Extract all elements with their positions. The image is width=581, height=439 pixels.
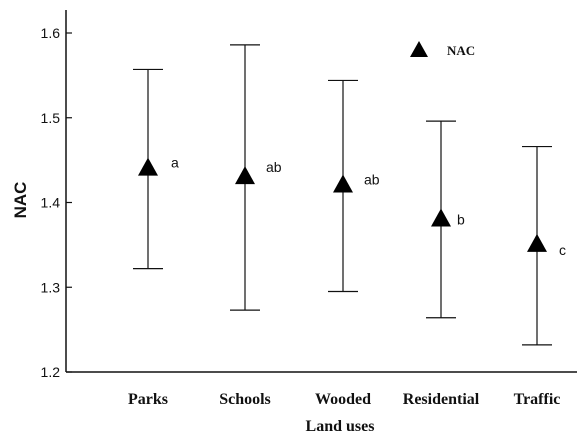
legend-label-nac: NAC	[447, 43, 475, 58]
y-tick-label: 1.5	[41, 110, 61, 126]
y-tick-label: 1.4	[41, 195, 61, 211]
data-point-group: ab	[230, 44, 282, 311]
significance-label: ab	[266, 159, 282, 175]
data-point-group: b	[426, 120, 465, 319]
y-tick-label: 1.2	[41, 364, 61, 380]
significance-label: ab	[364, 172, 380, 188]
triangle-marker	[333, 174, 353, 193]
x-category-label: Traffic	[514, 391, 561, 408]
data-point-group: c	[522, 145, 566, 346]
triangle-marker	[431, 208, 451, 227]
x-category-label: Parks	[128, 391, 168, 408]
data-point-group: a	[133, 68, 179, 270]
x-category-label: Schools	[219, 391, 271, 408]
significance-label: b	[457, 211, 465, 227]
legend-triangle-marker	[410, 41, 428, 57]
x-category-label: Residential	[403, 391, 480, 408]
y-tick-label: 1.6	[41, 25, 61, 41]
triangle-marker	[527, 233, 547, 252]
significance-label: c	[559, 242, 566, 258]
data-point-group: ab	[328, 79, 380, 293]
y-axis-ticks: 1.2 1.3 1.4 1.5 1.6	[41, 25, 72, 380]
x-axis-categories: Parks Schools Wooded Residential Traffic	[128, 391, 560, 408]
significance-label: a	[171, 155, 179, 171]
y-axis-title: NAC	[11, 182, 30, 219]
x-category-label: Wooded	[315, 391, 371, 408]
data-points: a ab ab b c	[133, 44, 566, 346]
legend: NAC	[410, 41, 475, 58]
triangle-marker	[138, 157, 158, 176]
triangle-marker	[235, 166, 255, 185]
x-axis-title: Land uses	[306, 418, 375, 435]
y-tick-label: 1.3	[41, 279, 61, 295]
